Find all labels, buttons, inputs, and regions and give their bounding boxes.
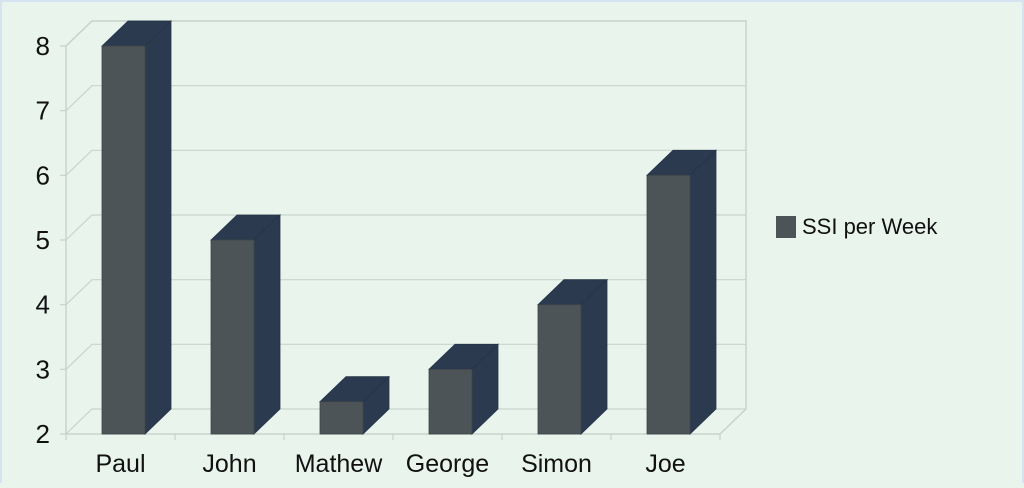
legend-swatch xyxy=(776,216,796,238)
y-tick-label: 8 xyxy=(36,31,50,61)
bar xyxy=(537,304,582,435)
gridline xyxy=(65,343,746,370)
bar xyxy=(210,239,255,435)
bar xyxy=(319,401,364,435)
x-tick-label: Joe xyxy=(645,450,685,478)
x-tick-label: Paul xyxy=(95,450,145,478)
x-tick-label: George xyxy=(406,450,489,478)
legend: SSI per Week xyxy=(776,214,937,240)
y-tick-label: 5 xyxy=(36,225,50,255)
bar-side xyxy=(253,214,281,435)
y-tick-label: 4 xyxy=(36,290,50,320)
gridline xyxy=(65,214,746,241)
x-tick-label: John xyxy=(202,450,256,478)
gridline xyxy=(65,408,746,435)
gridline xyxy=(65,279,746,306)
bar-side xyxy=(144,20,172,435)
y-tick-label: 7 xyxy=(36,96,50,126)
legend-label: SSI per Week xyxy=(802,214,938,239)
x-tick-label: Simon xyxy=(521,450,592,478)
y-tick-label: 6 xyxy=(36,160,50,190)
bar xyxy=(428,368,473,435)
plot-floor xyxy=(66,408,747,435)
gridline xyxy=(65,149,746,176)
bar-side xyxy=(580,278,608,435)
y-tick-label: 2 xyxy=(36,419,50,449)
bar xyxy=(101,45,146,435)
bar-side xyxy=(689,149,717,435)
bar xyxy=(646,174,691,435)
gridline xyxy=(65,85,746,112)
x-tick-label: Mathew xyxy=(295,450,383,478)
y-tick-label: 3 xyxy=(36,354,50,384)
gridline xyxy=(65,20,746,47)
